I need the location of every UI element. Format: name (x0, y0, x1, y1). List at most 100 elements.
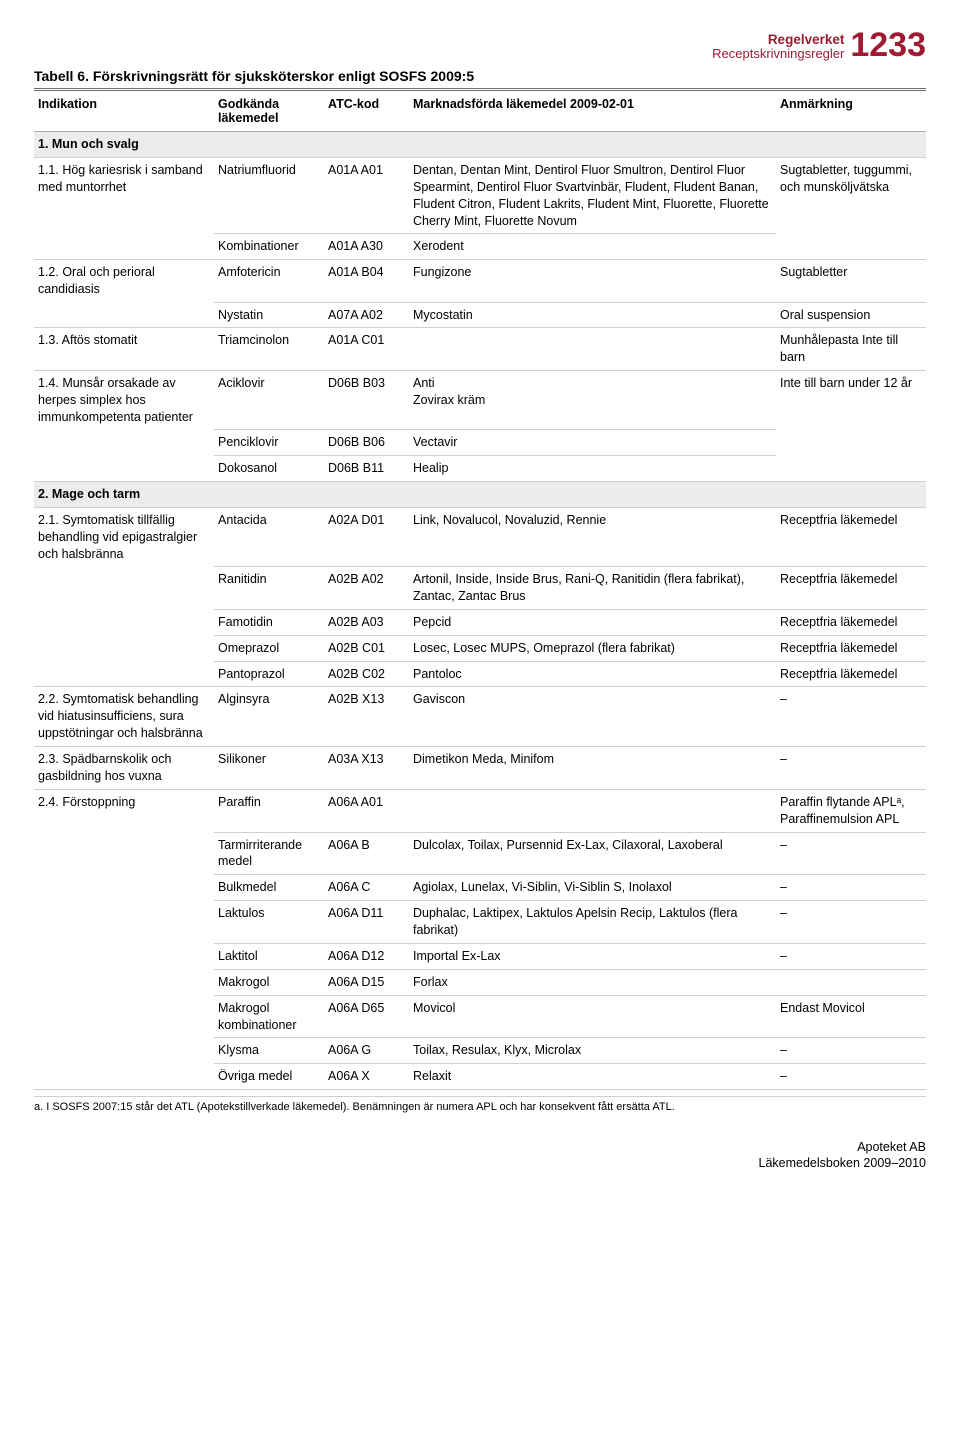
table-row: Övriga medelA06A XRelaxit– (34, 1064, 926, 1090)
cell-marknadsforda: Artonil, Inside, Inside Brus, Rani-Q, Ra… (409, 567, 776, 610)
cell-anmarkning: – (776, 943, 926, 969)
table-row: BulkmedelA06A CAgiolax, Lunelax, Vi-Sibl… (34, 875, 926, 901)
table-row: 1.2. Oral och perioral candidiasisAmfote… (34, 260, 926, 302)
table-row: KombinationerA01A A30Xerodent (34, 234, 926, 260)
footer-line-1: Apoteket AB (34, 1139, 926, 1155)
cell-anmarkning (776, 234, 926, 260)
cell-atc: A06A X (324, 1064, 409, 1090)
header-section: Regelverket (768, 32, 845, 48)
cell-anmarkning: – (776, 901, 926, 944)
cell-anmarkning: Sugtabletter, tuggummi, och munsköljväts… (776, 157, 926, 234)
cell-godkanda: Paraffin (214, 789, 324, 832)
col-atc: ATC-kod (324, 91, 409, 132)
cell-atc: A06A G (324, 1038, 409, 1064)
col-marknadsforda: Marknadsförda läkemedel 2009-02-01 (409, 91, 776, 132)
table-row: Tarmirriterande medelA06A BDulcolax, Toi… (34, 832, 926, 875)
table-row: 2.1. Symtomatisk tillfällig behandling v… (34, 507, 926, 566)
col-indikation: Indikation (34, 91, 214, 132)
cell-godkanda: Amfotericin (214, 260, 324, 302)
cell-indikation (34, 995, 214, 1038)
cell-indikation: 2.3. Spädbarnskolik och gasbildning hos … (34, 747, 214, 790)
table-row: PantoprazolA02B C02PantolocReceptfria lä… (34, 661, 926, 687)
cell-marknadsforda: Toilax, Resulax, Klyx, Microlax (409, 1038, 776, 1064)
cell-marknadsforda: AntiZovirax kräm (409, 371, 776, 430)
cell-atc: A02B C02 (324, 661, 409, 687)
cell-indikation: 1.2. Oral och perioral candidiasis (34, 260, 214, 302)
cell-marknadsforda (409, 789, 776, 832)
cell-anmarkning (776, 456, 926, 482)
cell-atc: A02B C01 (324, 635, 409, 661)
cell-anmarkning (776, 430, 926, 456)
cell-atc: A02B X13 (324, 687, 409, 747)
cell-godkanda: Makrogol (214, 969, 324, 995)
cell-anmarkning: Receptfria läkemedel (776, 635, 926, 661)
cell-marknadsforda: Duphalac, Laktipex, Laktulos Apelsin Rec… (409, 901, 776, 944)
cell-indikation (34, 234, 214, 260)
col-godkanda: Godkända läkemedel (214, 91, 324, 132)
col-anmarkning: Anmärkning (776, 91, 926, 132)
cell-marknadsforda: Dulcolax, Toilax, Pursennid Ex-Lax, Cila… (409, 832, 776, 875)
cell-atc: A06A C (324, 875, 409, 901)
table-row: Makrogol kombinationerA06A D65MovicolEnd… (34, 995, 926, 1038)
cell-marknadsforda: Agiolax, Lunelax, Vi-Siblin, Vi-Siblin S… (409, 875, 776, 901)
cell-anmarkning: Receptfria läkemedel (776, 609, 926, 635)
cell-indikation: 2.2. Symtomatisk behandling vid hiatusin… (34, 687, 214, 747)
table-body: 1. Mun och svalg1.1. Hög kariesrisk i sa… (34, 132, 926, 1090)
cell-indikation (34, 1064, 214, 1090)
cell-atc: A02A D01 (324, 507, 409, 566)
cell-anmarkning: Endast Movicol (776, 995, 926, 1038)
cell-atc: A01A B04 (324, 260, 409, 302)
cell-indikation (34, 875, 214, 901)
page-footer: Apoteket AB Läkemedelsboken 2009–2010 (34, 1139, 926, 1172)
table-row: MakrogolA06A D15Forlax (34, 969, 926, 995)
table-row: RanitidinA02B A02Artonil, Inside, Inside… (34, 567, 926, 610)
cell-marknadsforda: Pepcid (409, 609, 776, 635)
cell-marknadsforda: Dimetikon Meda, Minifom (409, 747, 776, 790)
cell-atc: A06A D12 (324, 943, 409, 969)
cell-marknadsforda: Losec, Losec MUPS, Omeprazol (flera fabr… (409, 635, 776, 661)
cell-godkanda: Pantoprazol (214, 661, 324, 687)
cell-marknadsforda: Importal Ex-Lax (409, 943, 776, 969)
cell-godkanda: Omeprazol (214, 635, 324, 661)
cell-anmarkning: Receptfria läkemedel (776, 567, 926, 610)
cell-atc: A06A D15 (324, 969, 409, 995)
cell-atc: A02B A02 (324, 567, 409, 610)
cell-godkanda: Antacida (214, 507, 324, 566)
cell-atc: A06A B (324, 832, 409, 875)
cell-atc: D06B B06 (324, 430, 409, 456)
table-row: 1.3. Aftös stomatitTriamcinolonA01A C01M… (34, 328, 926, 371)
section-label: 1. Mun och svalg (34, 132, 926, 158)
section-row: 1. Mun och svalg (34, 132, 926, 158)
table-header-row: Indikation Godkända läkemedel ATC-kod Ma… (34, 91, 926, 132)
cell-marknadsforda: Healip (409, 456, 776, 482)
cell-anmarkning: Munhålepasta Inte till barn (776, 328, 926, 371)
cell-godkanda: Tarmirriterande medel (214, 832, 324, 875)
section-label: 2. Mage och tarm (34, 482, 926, 508)
cell-indikation: 1.3. Aftös stomatit (34, 328, 214, 371)
cell-anmarkning: Receptfria läkemedel (776, 507, 926, 566)
cell-anmarkning: – (776, 747, 926, 790)
cell-anmarkning: – (776, 687, 926, 747)
page-number: 1233 (850, 28, 926, 62)
table-caption: Tabell 6. Förskrivningsrätt för sjuksköt… (34, 68, 926, 84)
cell-indikation (34, 943, 214, 969)
table-row: PenciklovirD06B B06Vectavir (34, 430, 926, 456)
table-row: OmeprazolA02B C01Losec, Losec MUPS, Omep… (34, 635, 926, 661)
cell-indikation (34, 1038, 214, 1064)
cell-godkanda: Nystatin (214, 302, 324, 328)
cell-marknadsforda: Pantoloc (409, 661, 776, 687)
page: Regelverket Receptskrivningsregler 1233 … (0, 0, 960, 1192)
cell-anmarkning: Sugtabletter (776, 260, 926, 302)
cell-godkanda: Natriumfluorid (214, 157, 324, 234)
prescription-table: Indikation Godkända läkemedel ATC-kod Ma… (34, 91, 926, 1090)
cell-anmarkning: – (776, 1064, 926, 1090)
cell-indikation (34, 609, 214, 635)
cell-indikation (34, 430, 214, 456)
cell-anmarkning (776, 969, 926, 995)
table-row: FamotidinA02B A03PepcidReceptfria läkeme… (34, 609, 926, 635)
cell-atc: A06A D65 (324, 995, 409, 1038)
cell-atc: A06A A01 (324, 789, 409, 832)
table-row: KlysmaA06A GToilax, Resulax, Klyx, Micro… (34, 1038, 926, 1064)
cell-atc: A03A X13 (324, 747, 409, 790)
cell-godkanda: Silikoner (214, 747, 324, 790)
